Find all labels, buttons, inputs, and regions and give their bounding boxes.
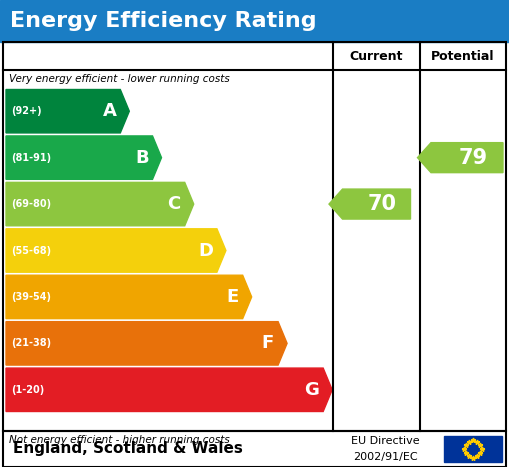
Text: (81-91): (81-91) bbox=[11, 153, 51, 163]
Text: Potential: Potential bbox=[431, 50, 495, 63]
Text: 2002/91/EC: 2002/91/EC bbox=[353, 452, 417, 462]
Text: (69-80): (69-80) bbox=[11, 199, 51, 209]
Bar bbox=[0, 0, 509, 42]
Bar bbox=[444, 436, 502, 462]
Text: Current: Current bbox=[350, 50, 403, 63]
Bar bbox=[3, 431, 506, 467]
Bar bbox=[3, 42, 506, 431]
Text: E: E bbox=[227, 288, 239, 306]
Text: (39-54): (39-54) bbox=[11, 292, 51, 302]
Polygon shape bbox=[6, 322, 287, 365]
Text: G: G bbox=[304, 381, 319, 399]
Text: B: B bbox=[135, 149, 149, 167]
Text: (21-38): (21-38) bbox=[11, 339, 51, 348]
Text: EU Directive: EU Directive bbox=[351, 436, 419, 446]
Text: D: D bbox=[198, 241, 213, 260]
Polygon shape bbox=[6, 182, 194, 226]
Polygon shape bbox=[6, 229, 226, 272]
Text: A: A bbox=[102, 102, 117, 120]
Text: 79: 79 bbox=[459, 148, 488, 168]
Text: F: F bbox=[262, 334, 274, 353]
Polygon shape bbox=[6, 90, 129, 133]
Polygon shape bbox=[6, 368, 332, 411]
Text: (92+): (92+) bbox=[11, 106, 42, 116]
Text: (55-68): (55-68) bbox=[11, 246, 51, 255]
Polygon shape bbox=[6, 275, 251, 318]
Text: Very energy efficient - lower running costs: Very energy efficient - lower running co… bbox=[9, 74, 230, 84]
Polygon shape bbox=[6, 136, 161, 179]
Text: Energy Efficiency Rating: Energy Efficiency Rating bbox=[10, 11, 317, 31]
Text: (1-20): (1-20) bbox=[11, 385, 44, 395]
Text: C: C bbox=[167, 195, 181, 213]
Polygon shape bbox=[329, 189, 410, 219]
Text: England, Scotland & Wales: England, Scotland & Wales bbox=[13, 441, 243, 457]
Text: Not energy efficient - higher running costs: Not energy efficient - higher running co… bbox=[9, 435, 230, 445]
Text: 70: 70 bbox=[368, 194, 397, 214]
Polygon shape bbox=[417, 142, 503, 173]
